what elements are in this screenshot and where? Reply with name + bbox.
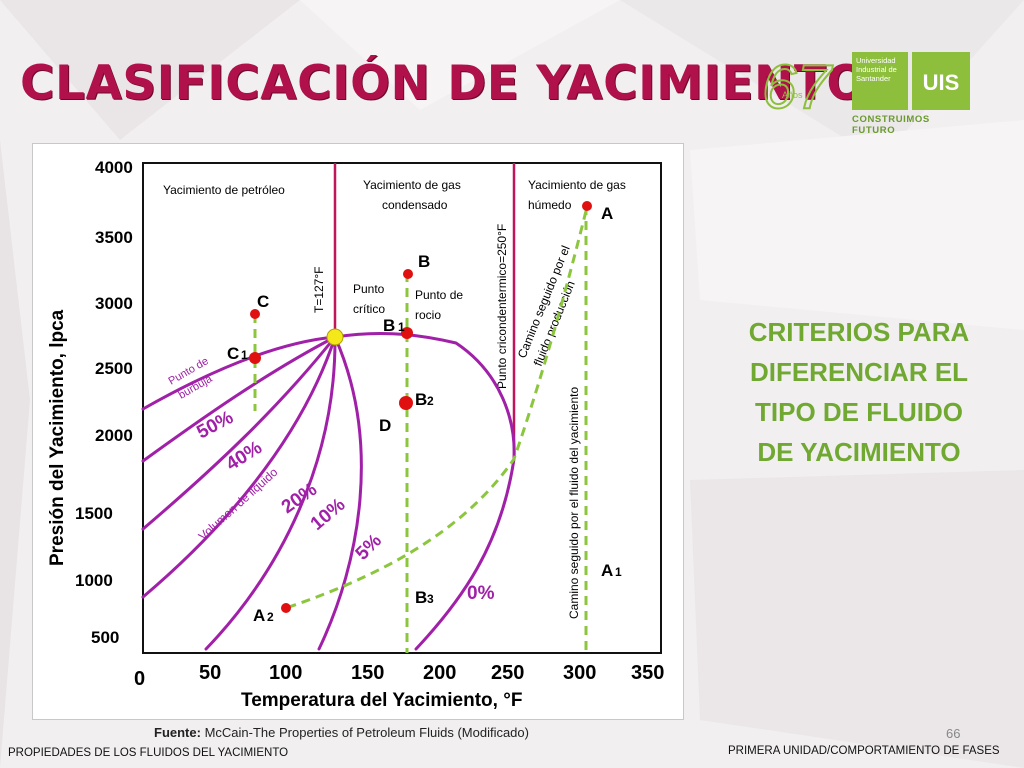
point-A2-label: A: [253, 606, 265, 625]
point-B1-marker: [401, 327, 413, 339]
quality-line-40: [141, 335, 337, 531]
anniversary-word: Años: [782, 90, 803, 100]
region-oil-label: Yacimiento de petróleo: [163, 183, 285, 197]
quality-line-10: [204, 335, 337, 651]
point-B-label: B: [418, 252, 430, 271]
criteria-line-2: DIFERENCIAR EL: [749, 357, 969, 387]
y-tick-2500: 2500: [95, 359, 133, 378]
anniversary-number: 67: [762, 53, 833, 122]
point-C1-subscript: 1: [241, 348, 248, 362]
region-gas-condensate-line-1: Yacimiento de gas: [363, 178, 461, 192]
x-tick-200: 200: [423, 662, 456, 684]
region-wet-gas-line-1: Yacimiento de gas: [528, 178, 626, 192]
cricondentherm-label: Punto cricondentermico=250°F: [495, 224, 509, 389]
quality-label-0: 0%: [467, 583, 495, 604]
point-A-label: A: [601, 204, 613, 223]
point-B3-subscript: 3: [427, 592, 434, 606]
y-axis-label: Presión del Yacimiento, lpca: [47, 309, 68, 566]
point-A1-label: A: [601, 561, 613, 580]
x-tick-300: 300: [563, 662, 596, 684]
university-name-line-2: Industrial de: [856, 65, 897, 74]
point-C-label: C: [257, 292, 269, 311]
reservoir-path-label: Camino seguido por el fluido del yacimie…: [567, 387, 581, 619]
x-tick-250: 250: [491, 662, 524, 684]
critical-point-marker: [326, 328, 344, 346]
footer-course-title: PROPIEDADES DE LOS FLUIDOS DEL YACIMIENT…: [8, 747, 289, 759]
point-B3-label: B: [415, 588, 427, 607]
phase-diagram-svg: 4000 3500 3000 2500 2000 1500 1000 500 0…: [47, 158, 664, 711]
critical-point-label-line-2: crítico: [353, 302, 385, 316]
point-A2-marker: [281, 603, 291, 613]
y-tick-4000: 4000: [95, 158, 133, 177]
point-B2-marker: [399, 396, 413, 410]
critical-temperature-label: T=127°F: [312, 267, 326, 314]
x-tick-50: 50: [199, 662, 221, 684]
y-tick-1000: 1000: [75, 571, 113, 590]
y-tick-1500: 1500: [75, 504, 113, 523]
y-tick-3500: 3500: [95, 228, 133, 247]
quality-line-50: [141, 335, 337, 463]
phase-envelope: [141, 331, 516, 651]
point-C1-marker: [249, 352, 261, 364]
x-tick-0: 0: [134, 668, 145, 690]
point-A1-subscript: 1: [615, 565, 622, 579]
liquid-volume-label: Volumen de liquido: [196, 465, 281, 543]
source-label: Fuente:: [154, 725, 201, 740]
university-name-line-1: Universidad: [856, 56, 896, 65]
point-A-marker: [582, 201, 592, 211]
uis-monogram-text: UIS: [923, 70, 960, 95]
y-tick-2000: 2000: [95, 426, 133, 445]
criteria-line-1: CRITERIOS PARA: [748, 317, 970, 347]
slide-title: CLASIFICACIÓN DE YACIMIENTO: [20, 56, 867, 111]
quality-label-50: 50%: [193, 407, 237, 443]
source-text: McCain-The Properties of Petroleum Fluid…: [204, 725, 529, 740]
x-tick-100: 100: [269, 662, 302, 684]
y-tick-500: 500: [91, 628, 119, 647]
point-B2-subscript: 2: [427, 394, 434, 408]
criteria-callout: CRITERIOS PARA DIFERENCIAR EL TIPO DE FL…: [726, 312, 992, 472]
x-tick-350: 350: [631, 662, 664, 684]
university-name-line-3: Santander: [856, 74, 891, 83]
point-B2-label: B: [415, 390, 427, 409]
quality-line-5: [317, 335, 363, 651]
anniversary-logo: 67 Años: [761, 52, 834, 123]
criteria-line-4: DE YACIMIENTO: [757, 437, 961, 467]
uis-monogram: UIS: [912, 52, 970, 110]
university-slogan: CONSTRUIMOS FUTURO: [852, 114, 930, 136]
x-tick-150: 150: [351, 662, 384, 684]
region-gas-condensate-line-2: condensado: [382, 198, 448, 212]
critical-point-label-line-1: Punto: [353, 282, 385, 296]
x-axis-label: Temperatura del Yacimiento, °F: [241, 690, 522, 711]
point-A2-subscript: 2: [267, 610, 274, 624]
page-number: 66: [946, 726, 961, 741]
quality-line-20: [141, 335, 337, 599]
region-wet-gas-line-2: húmedo: [528, 198, 572, 212]
point-C1-label: C: [227, 344, 239, 363]
point-B-marker: [403, 269, 413, 279]
production-path-line: [285, 210, 588, 610]
quality-label-40: 40%: [223, 437, 266, 475]
dew-point-label-line-1: Punto de: [415, 288, 463, 302]
phase-diagram: 4000 3500 3000 2500 2000 1500 1000 500 0…: [32, 143, 684, 720]
point-D-label: D: [379, 416, 391, 435]
y-tick-3000: 3000: [95, 294, 133, 313]
criteria-line-3: TIPO DE FLUIDO: [755, 397, 963, 427]
point-C-marker: [250, 309, 260, 319]
point-B1-subscript: 1: [398, 320, 405, 334]
dew-point-label-line-2: rocio: [415, 308, 441, 322]
university-name-box: Universidad Industrial de Santander: [852, 52, 908, 110]
source-citation: Fuente: McCain-The Properties of Petrole…: [154, 725, 529, 740]
point-B1-label: B: [383, 316, 395, 335]
footer-unit-title: PRIMERA UNIDAD/COMPORTAMIENTO DE FASES: [728, 745, 1000, 757]
